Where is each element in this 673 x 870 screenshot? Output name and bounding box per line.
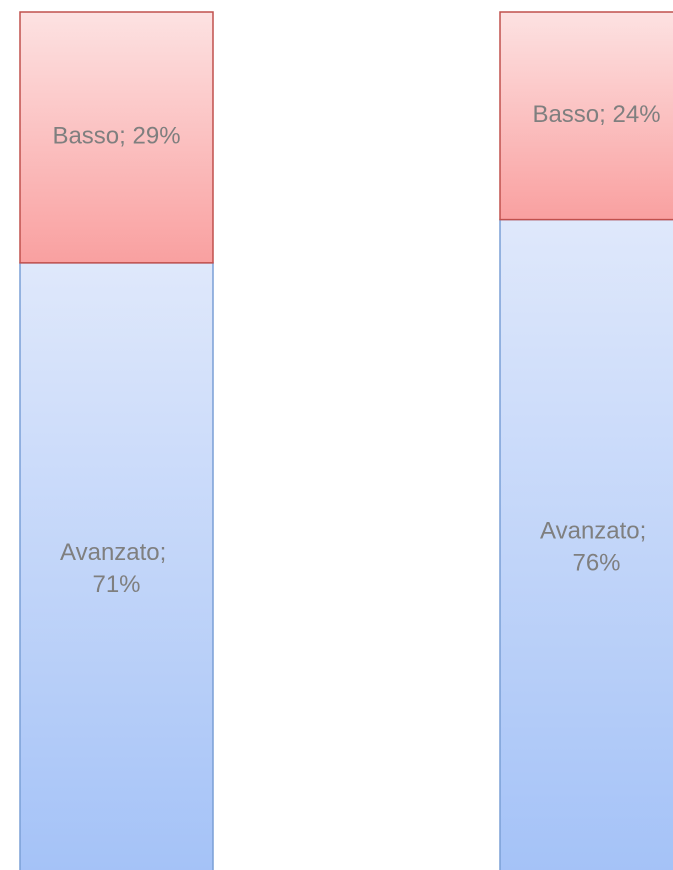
data-label: Avanzato; 71% bbox=[60, 539, 173, 598]
bar-segment bbox=[19, 11, 214, 264]
bar-segment bbox=[19, 262, 214, 870]
data-label: Basso; 24% bbox=[532, 101, 660, 128]
data-label: Avanzato; 76% bbox=[540, 518, 653, 577]
data-label: Basso; 29% bbox=[52, 123, 180, 150]
bar-segment bbox=[499, 11, 673, 221]
bar-segment bbox=[499, 218, 673, 870]
